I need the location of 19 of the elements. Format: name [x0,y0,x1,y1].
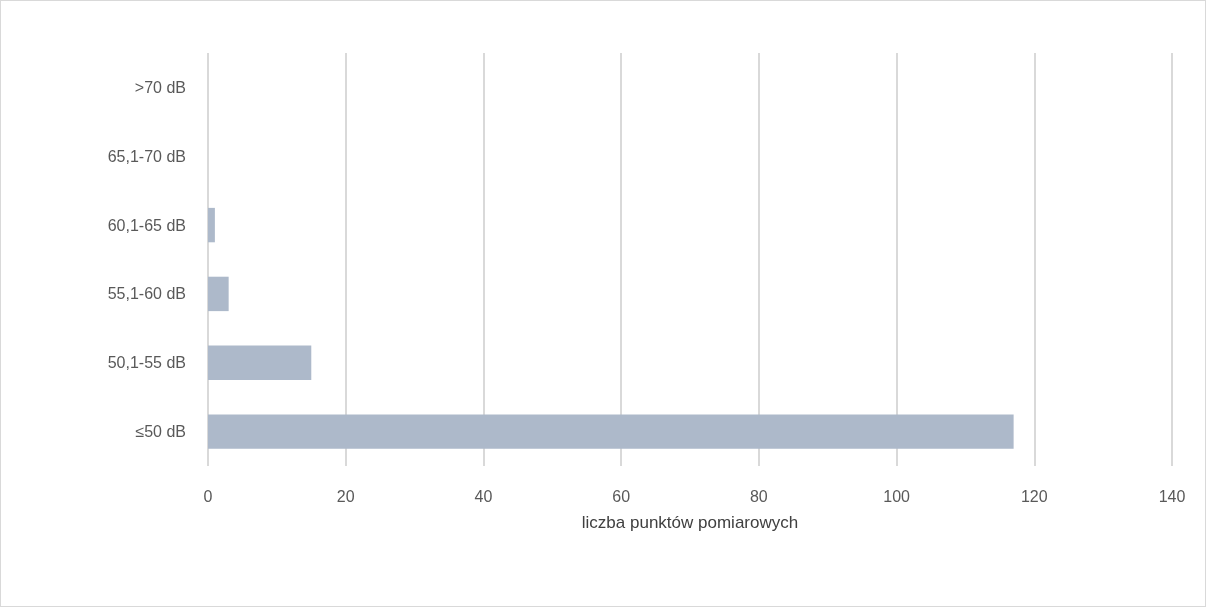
bar [208,345,312,380]
x-tick-label: 140 [1158,487,1186,505]
x-axis-title: liczba punktów pomiarowych [581,513,799,532]
x-tick-label: 120 [1020,487,1048,505]
bar [208,414,1014,449]
y-tick-label: 55,1-60 dB [107,285,186,303]
y-tick-label: >70 dB [134,78,186,96]
x-tick-label: 0 [203,487,213,505]
bar [208,207,215,243]
x-tick-label: 40 [474,487,493,505]
y-tick-label: 50,1-55 dB [107,354,186,372]
y-tick-label: 65,1-70 dB [107,147,186,165]
x-tick-label: 60 [612,487,631,505]
y-tick-label: ≤50 dB [135,423,186,441]
x-tick-label: 80 [749,487,768,505]
bar [208,276,229,312]
x-tick-label: 20 [336,487,355,505]
y-tick-label: 60,1-65 dB [107,216,186,234]
x-tick-label: 100 [883,487,911,505]
